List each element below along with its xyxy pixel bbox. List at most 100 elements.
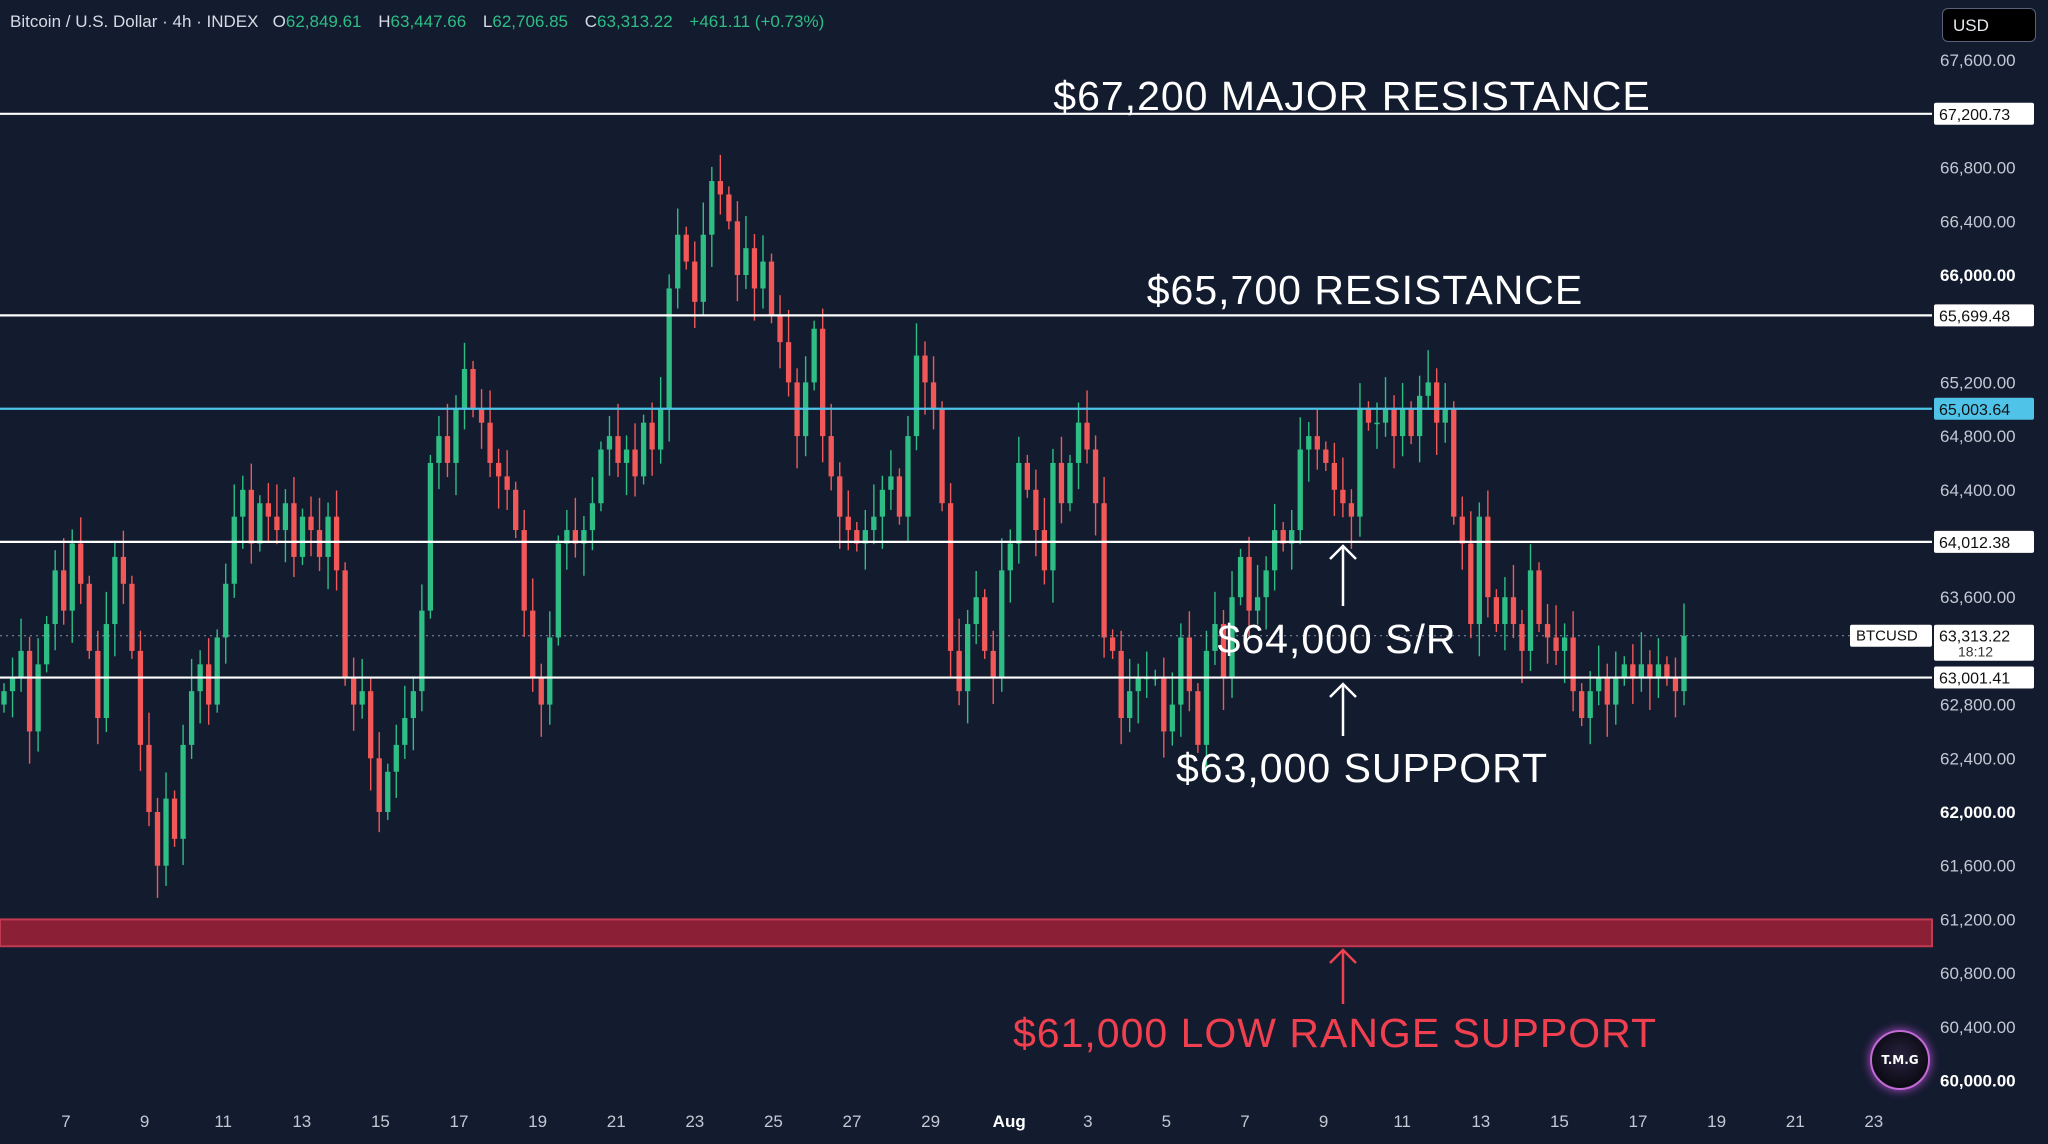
- candle-body: [1510, 597, 1517, 625]
- candle-body: [717, 181, 723, 195]
- level-price-label: 63,001.41: [1939, 671, 2010, 688]
- candle-body: [1348, 503, 1355, 517]
- candle-body: [879, 489, 886, 517]
- candle-body: [1365, 409, 1372, 423]
- time-tick-label: 11: [1393, 1112, 1411, 1131]
- candle-body: [1579, 691, 1585, 719]
- candles-layer: [1, 154, 1687, 898]
- candle-body: [248, 489, 254, 544]
- candle-body: [163, 798, 169, 866]
- high-value: 63,447.66: [390, 12, 467, 31]
- candle-body: [615, 436, 621, 463]
- candle-body: [342, 570, 348, 678]
- currency-button[interactable]: USD: [1942, 8, 2036, 42]
- level-price-tag[interactable]: [1934, 397, 2034, 420]
- candle-body: [1186, 637, 1193, 692]
- price-tick-label: 62,400.00: [1940, 749, 2016, 768]
- candle-body: [854, 530, 860, 544]
- candle-body: [743, 248, 749, 275]
- candle-body: [1604, 677, 1610, 705]
- candle-body: [973, 597, 979, 625]
- candle-body: [1118, 650, 1124, 719]
- candle-body: [1442, 409, 1448, 423]
- time-tick-label: 5: [1162, 1112, 1171, 1131]
- candle-body: [1016, 462, 1022, 544]
- price-tick-label: 67,600.00: [1940, 51, 2016, 70]
- low-label: L: [482, 12, 493, 31]
- candle-body: [982, 597, 988, 651]
- candle-body: [385, 771, 391, 812]
- candle-body: [1161, 677, 1167, 732]
- candle-body: [223, 583, 229, 638]
- candle-body: [1519, 624, 1525, 651]
- price-tick-label: 62,000.00: [1940, 803, 2016, 822]
- candle-body: [572, 530, 579, 544]
- candle-body: [402, 718, 408, 745]
- candle-body: [1263, 570, 1269, 598]
- candle-body: [1655, 664, 1662, 678]
- time-tick-label: 7: [61, 1112, 70, 1131]
- price-tick-label: 66,400.00: [1940, 212, 2016, 231]
- candle-body: [1109, 637, 1116, 651]
- candle-body: [18, 650, 24, 678]
- time-tick-label: 27: [843, 1112, 862, 1131]
- time-axis[interactable]: 7 9 11 13 15 17 19 21 23 25 27 29 Aug 3 5 7 9 11 13 15 17 19 2…: [61, 1112, 1883, 1131]
- candle-body: [1280, 530, 1286, 544]
- candle-body: [640, 422, 647, 477]
- close-value: 63,313.22: [597, 12, 673, 31]
- annotations-layer: $67,200 MAJOR RESISTANCE $65,700 RESISTAN…: [1013, 73, 1656, 1056]
- candle-body: [1331, 462, 1337, 490]
- candle-body: [999, 570, 1005, 678]
- candle-body: [1050, 462, 1056, 571]
- time-tick-label: 15: [371, 1112, 390, 1131]
- candle-body: [299, 516, 306, 557]
- price-tick-label: 60,800.00: [1940, 964, 2016, 983]
- candle-body: [1570, 637, 1576, 692]
- level-price-tag[interactable]: [1934, 666, 2034, 689]
- candle-body: [478, 409, 485, 423]
- candle-body: [589, 503, 596, 531]
- level-price-tag[interactable]: [1934, 304, 2034, 327]
- candle-body: [1476, 516, 1482, 625]
- time-tick-label: 9: [140, 1112, 149, 1131]
- candle-body: [811, 328, 817, 383]
- current-price-tag[interactable]: [1934, 624, 2034, 661]
- time-tick-label: 21: [607, 1112, 626, 1131]
- candle-body: [206, 664, 212, 705]
- symbol-tag-label: BTCUSD: [1856, 628, 1918, 645]
- candle-body: [52, 570, 58, 625]
- candle-body: [683, 234, 689, 262]
- candle-body: [649, 422, 655, 450]
- candle-body: [1544, 624, 1551, 638]
- candle-body: [325, 516, 331, 557]
- time-tick-label: 29: [921, 1112, 940, 1131]
- candle-body: [419, 610, 425, 692]
- candle-body: [521, 530, 527, 611]
- candle-body: [777, 315, 783, 343]
- level-price-tag[interactable]: [1934, 530, 2034, 553]
- candle-body: [1007, 543, 1013, 571]
- candle-body: [1323, 449, 1329, 463]
- price-tick-label: 60,000.00: [1940, 1072, 2016, 1091]
- candle-body: [257, 503, 263, 544]
- candle-body: [274, 516, 280, 531]
- candle-body: [316, 530, 323, 557]
- time-tick-label: Aug: [993, 1112, 1026, 1131]
- candle-body: [513, 489, 519, 531]
- candle-body: [547, 637, 553, 705]
- candle-body: [564, 530, 570, 544]
- price-axis[interactable]: 67,200.73 65,699.48 65,003.64 64,012.38 63,0…: [1850, 51, 2034, 1091]
- candle-body: [1638, 664, 1645, 678]
- symbol-title[interactable]: Bitcoin / U.S. Dollar · 4h · INDEX: [10, 12, 259, 31]
- candle-body: [760, 261, 766, 289]
- candle-body: [922, 355, 928, 383]
- candle-body: [112, 556, 118, 625]
- candle-body: [538, 677, 544, 705]
- candle-body: [1681, 635, 1687, 692]
- price-tick-label: 60,400.00: [1940, 1018, 2016, 1037]
- ohlc-legend: Bitcoin / U.S. Dollar · 4h · INDEX O62,8…: [10, 12, 824, 32]
- candle-body: [137, 650, 144, 745]
- level-price-tag[interactable]: [1934, 102, 2034, 125]
